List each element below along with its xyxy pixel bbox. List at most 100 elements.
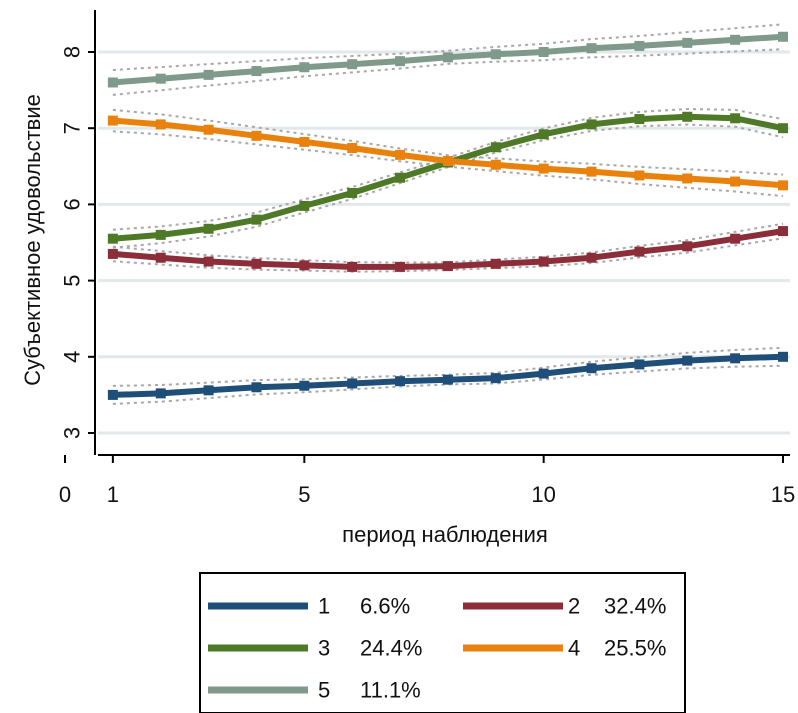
series-3-point-4 bbox=[251, 214, 262, 225]
series-1-point-10 bbox=[538, 368, 549, 379]
series-3-point-12 bbox=[634, 114, 645, 125]
series-2-point-12 bbox=[634, 246, 645, 257]
series-4-point-5 bbox=[299, 136, 310, 147]
series-lines bbox=[109, 33, 786, 398]
series-1-point-15 bbox=[778, 351, 788, 362]
y-tick-label-8: 8 bbox=[60, 46, 85, 58]
series-1-point-14 bbox=[730, 353, 741, 364]
series-1-point-4 bbox=[251, 382, 262, 393]
series-1-point-6 bbox=[347, 378, 358, 389]
x-tick-label-10: 10 bbox=[531, 482, 555, 507]
x-tick-label-0: 0 bbox=[59, 482, 71, 507]
series-5-point-5 bbox=[299, 62, 310, 73]
y-tick-label-7: 7 bbox=[60, 122, 85, 134]
axes bbox=[94, 10, 790, 456]
series-4-point-3 bbox=[203, 124, 214, 135]
series-3-point-9 bbox=[490, 142, 501, 153]
series-1-point-2 bbox=[155, 388, 166, 399]
legend-label-1: 1 bbox=[318, 594, 330, 619]
y-axis-title: Субъективное удовольствие bbox=[20, 94, 45, 386]
series-1-point-1 bbox=[107, 389, 118, 400]
series-points bbox=[107, 31, 788, 400]
series-1-point-5 bbox=[299, 380, 310, 391]
legend-label-5: 5 bbox=[318, 678, 330, 703]
series-3-point-15 bbox=[778, 123, 788, 134]
series-5-point-14 bbox=[730, 34, 741, 45]
y-tick-label-6: 6 bbox=[60, 198, 85, 210]
series-4-point-14 bbox=[730, 176, 741, 187]
series-5-point-8 bbox=[442, 52, 453, 63]
series-5-point-4 bbox=[251, 66, 262, 77]
y-ticks: 3 4 5 6 7 8 bbox=[60, 46, 95, 439]
series-4-point-7 bbox=[395, 149, 406, 160]
series-4-point-11 bbox=[586, 166, 597, 177]
series-4-point-8 bbox=[442, 155, 453, 166]
series-2-point-8 bbox=[442, 261, 453, 272]
series-1-point-13 bbox=[682, 355, 693, 366]
legend-label-2: 2 bbox=[568, 594, 580, 619]
series-2-point-14 bbox=[730, 233, 741, 244]
y-tick-label-4: 4 bbox=[60, 351, 85, 363]
series-3-point-5 bbox=[299, 200, 310, 211]
series-1-point-9 bbox=[490, 373, 501, 384]
legend-label-3: 3 bbox=[318, 636, 330, 661]
series-3-point-1 bbox=[107, 233, 118, 244]
series-2-point-11 bbox=[586, 252, 597, 263]
series-2-point-3 bbox=[203, 256, 214, 267]
series-3-point-3 bbox=[203, 223, 214, 234]
legend-share-4: 25.5% bbox=[604, 636, 666, 661]
legend-share-5: 11.1% bbox=[360, 678, 421, 703]
series-3-point-13 bbox=[682, 111, 693, 122]
series-2-point-2 bbox=[155, 252, 166, 263]
legend-label-4: 4 bbox=[568, 636, 580, 661]
x-tick-label-1: 1 bbox=[107, 482, 119, 507]
legend: 1 6.6% 2 32.4% 3 24.4% 4 25.5% 5 11.1% bbox=[199, 572, 686, 713]
series-3-point-7 bbox=[395, 172, 406, 183]
series-1-point-11 bbox=[586, 363, 597, 374]
series-2-point-9 bbox=[490, 258, 501, 269]
y-tick-label-5: 5 bbox=[60, 274, 85, 286]
series-1-point-8 bbox=[442, 374, 453, 385]
series-5-point-11 bbox=[586, 43, 597, 54]
series-5-point-13 bbox=[682, 37, 693, 48]
series-5-point-15 bbox=[778, 31, 788, 42]
series-5-point-10 bbox=[538, 47, 549, 57]
series-1-point-3 bbox=[203, 385, 214, 396]
series-5-point-6 bbox=[347, 59, 358, 70]
series-4-point-13 bbox=[682, 173, 693, 184]
x-tick-label-15: 15 bbox=[771, 482, 795, 507]
series-5-point-2 bbox=[155, 73, 166, 84]
series-5-point-3 bbox=[203, 69, 214, 80]
series-3-point-6 bbox=[347, 187, 358, 198]
series-5-band-lower bbox=[112, 48, 784, 96]
series-3-point-14 bbox=[730, 113, 741, 124]
series-3-point-10 bbox=[538, 129, 549, 140]
series-3-point-2 bbox=[155, 229, 166, 240]
series-4-point-1 bbox=[107, 115, 118, 126]
series-2-point-4 bbox=[251, 258, 262, 269]
series-2-point-13 bbox=[682, 241, 693, 252]
series-2-point-10 bbox=[538, 256, 549, 267]
series-4-point-15 bbox=[778, 180, 788, 191]
series-3-point-11 bbox=[586, 119, 597, 130]
series-4-point-10 bbox=[538, 163, 549, 174]
x-tick-label-5: 5 bbox=[298, 482, 310, 507]
confidence-bands bbox=[112, 23, 784, 405]
series-2-point-5 bbox=[299, 260, 310, 271]
series-4-point-9 bbox=[490, 159, 501, 170]
series-4-point-6 bbox=[347, 143, 358, 154]
series-4-band-upper bbox=[112, 108, 784, 176]
x-axis-title: период наблюдения bbox=[342, 522, 548, 547]
series-4-point-2 bbox=[155, 119, 166, 130]
series-2-point-7 bbox=[395, 261, 406, 272]
legend-share-1: 6.6% bbox=[360, 594, 410, 619]
y-tick-label-3: 3 bbox=[60, 427, 85, 439]
series-5-point-7 bbox=[395, 56, 406, 67]
series-4-point-4 bbox=[251, 130, 262, 141]
legend-share-2: 32.4% bbox=[604, 594, 666, 619]
series-1-point-7 bbox=[395, 376, 406, 387]
series-4-point-12 bbox=[634, 170, 645, 181]
series-5-point-12 bbox=[634, 40, 645, 51]
series-2-band-upper bbox=[112, 222, 784, 264]
